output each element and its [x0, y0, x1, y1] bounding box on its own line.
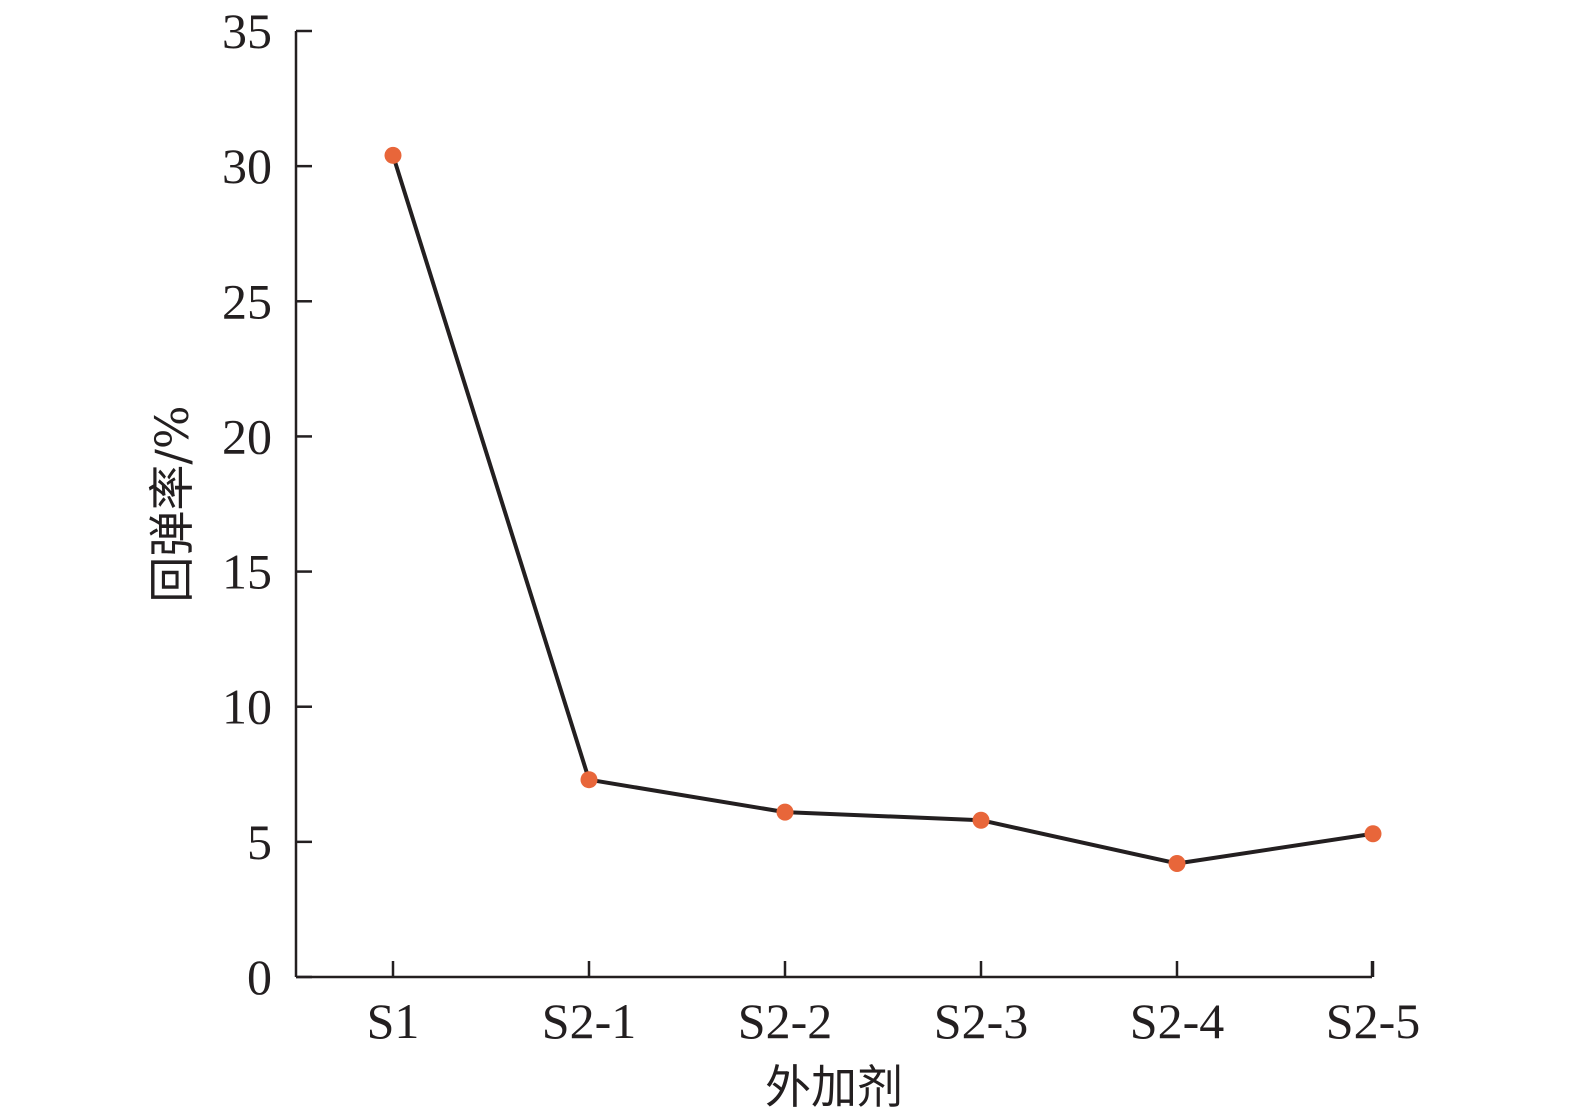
y-tick-label: 15	[222, 544, 272, 600]
y-tick-label: 10	[222, 679, 272, 735]
y-tick-label: 5	[247, 814, 272, 870]
data-point	[972, 811, 990, 829]
y-tick-label: 0	[247, 949, 272, 1005]
x-tick-label: S2-5	[1326, 993, 1420, 1049]
x-tick-label: S2-2	[738, 993, 832, 1049]
y-tick-label: 30	[222, 138, 272, 194]
data-point	[776, 803, 794, 821]
y-axis-ticks: 0 5 10 15 20 25 30 35	[222, 3, 312, 1005]
y-tick-label: 35	[222, 3, 272, 59]
data-point	[580, 771, 598, 789]
x-tick-label: S2-1	[542, 993, 636, 1049]
data-point	[384, 146, 402, 164]
data-series	[384, 146, 1382, 872]
data-point	[1168, 854, 1186, 872]
x-tick-label: S2-4	[1130, 993, 1224, 1049]
x-tick-label: S1	[367, 993, 420, 1049]
series-line	[391, 154, 1374, 866]
data-point	[1364, 825, 1382, 843]
x-tick-label: S2-3	[934, 993, 1028, 1049]
x-axis-ticks: S1 S2-1 S2-2 S2-3 S2-4 S2-5	[367, 961, 1420, 1049]
y-axis-title: 回弹率/%	[145, 405, 199, 602]
axes	[294, 31, 1372, 979]
x-axis-title: 外加剂	[765, 1060, 903, 1114]
y-tick-label: 25	[222, 273, 272, 329]
y-tick-label: 20	[222, 408, 272, 464]
